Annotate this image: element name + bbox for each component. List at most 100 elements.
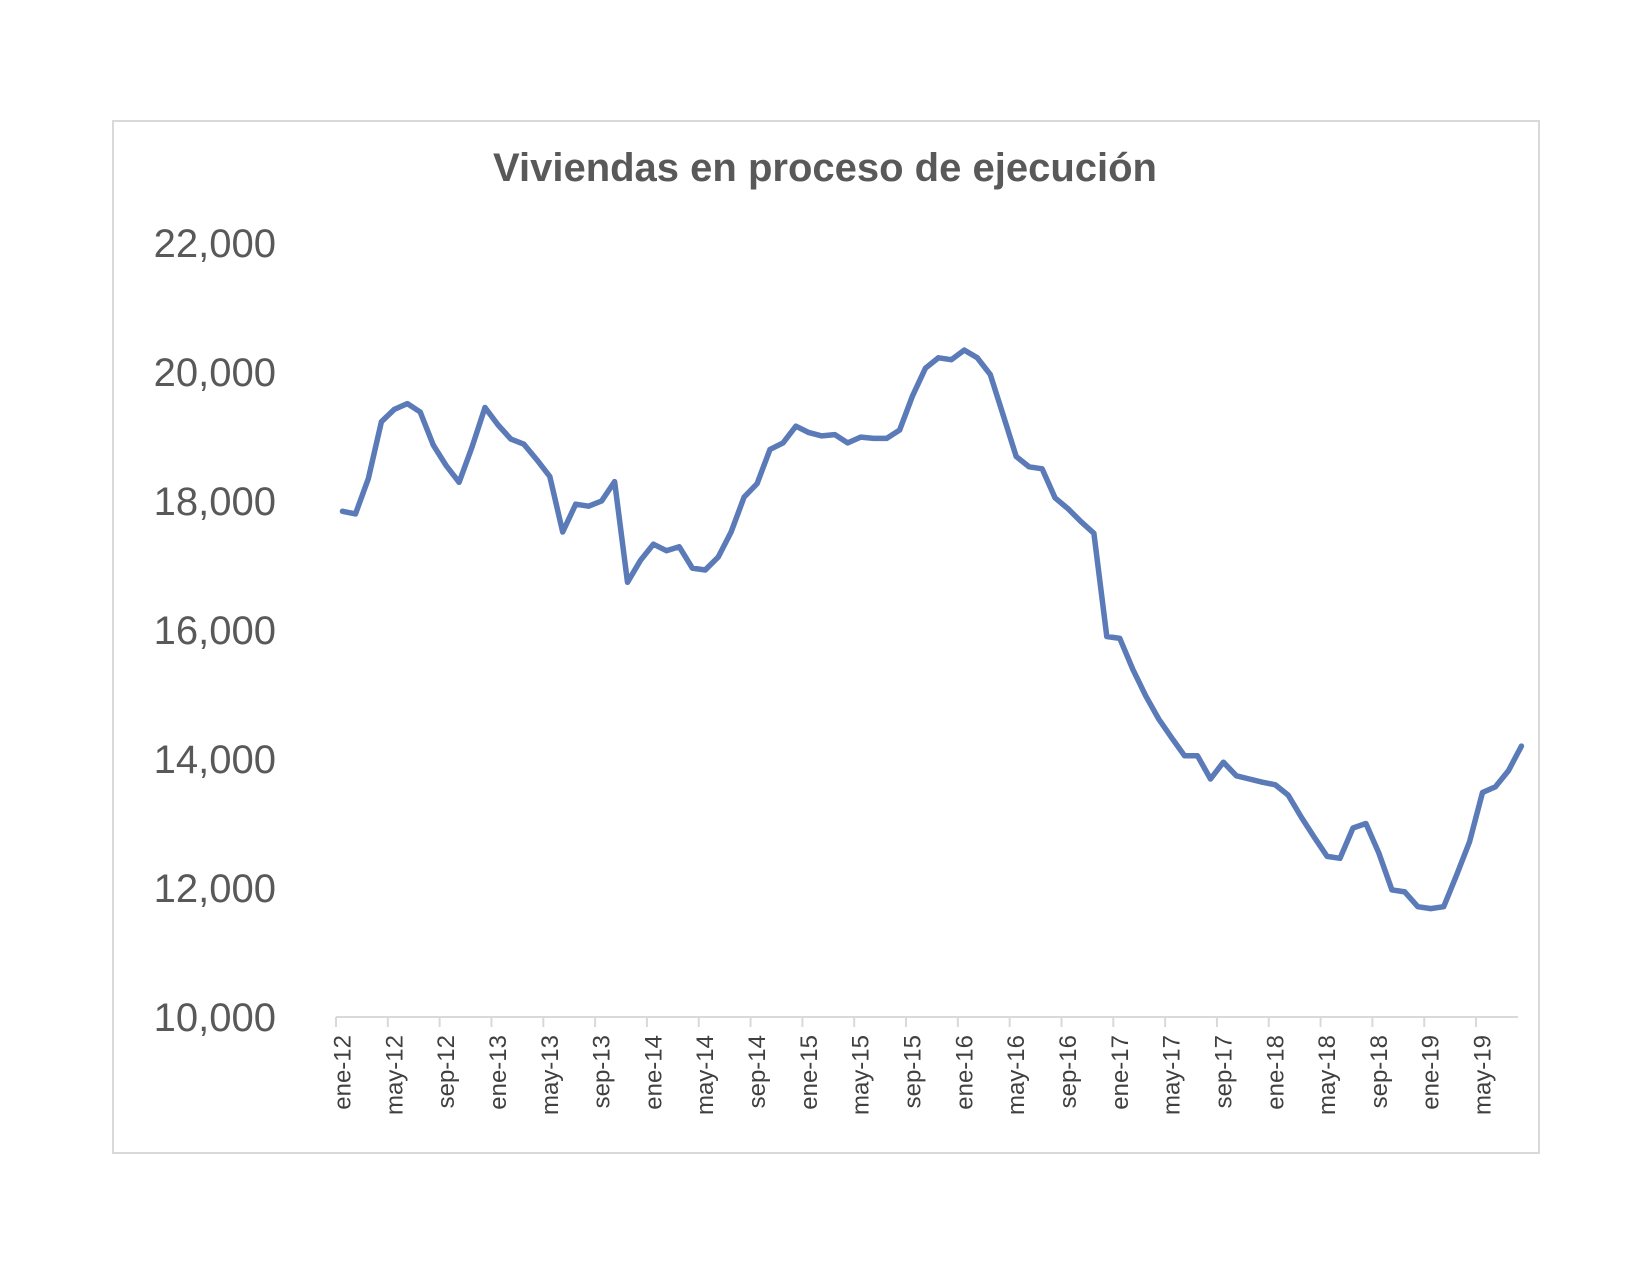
x-tick-label: may-16 [1003, 1035, 1030, 1115]
data-point [1518, 743, 1524, 749]
data-point [1441, 904, 1447, 910]
data-point [767, 446, 773, 452]
y-axis-labels: 10,000 12,000 14,000 16,000 18,000 20,000 22,0… [154, 222, 276, 1040]
data-point [1480, 790, 1485, 795]
x-tick-label: ene-14 [640, 1035, 667, 1110]
data-point [573, 501, 579, 507]
data-point [819, 433, 825, 439]
x-tick-label: may-14 [692, 1035, 719, 1115]
x-axis-labels: ene-12 may-12 sep-12 ene-13 may-13 sep-13 ene-… [330, 1035, 1497, 1115]
data-point [560, 529, 566, 535]
data-point [586, 503, 592, 509]
data-point [1493, 784, 1498, 790]
x-tick-label: ene-19 [1418, 1035, 1445, 1110]
data-point [897, 427, 903, 433]
data-point [1169, 735, 1175, 741]
data-point [495, 422, 501, 428]
data-point [1013, 454, 1019, 459]
data-point [482, 405, 488, 410]
data-point [1220, 759, 1226, 765]
data-point [689, 565, 695, 571]
data-point [780, 440, 786, 446]
data-point [1078, 519, 1084, 525]
x-tick-label: may-17 [1159, 1035, 1186, 1115]
data-point [1233, 773, 1239, 779]
data-point [1143, 693, 1149, 699]
data-point [378, 419, 384, 425]
data-point [1311, 834, 1317, 840]
data-point [1156, 716, 1162, 722]
data-point [845, 440, 851, 446]
data-point [1454, 872, 1460, 878]
data-point [923, 365, 928, 371]
data-point [547, 474, 553, 479]
data-point [391, 406, 397, 412]
x-tick-label: may-18 [1314, 1035, 1341, 1115]
x-axis [335, 1016, 1518, 1027]
data-point [1376, 850, 1382, 856]
data-point [1052, 495, 1058, 501]
x-tick-label: may-12 [381, 1035, 408, 1115]
data-point [469, 444, 475, 450]
data-point [1039, 466, 1045, 472]
data-point [417, 409, 423, 415]
data-point [625, 579, 630, 585]
data-point [1467, 839, 1473, 845]
data-point [1285, 792, 1291, 798]
data-point [521, 441, 527, 447]
x-tick-label: ene-16 [951, 1035, 978, 1110]
data-point [365, 475, 371, 481]
data-point [534, 457, 540, 463]
data-point [793, 423, 799, 429]
data-point [884, 435, 890, 441]
data-point [663, 548, 669, 554]
data-point [806, 430, 812, 436]
data-point [1428, 906, 1434, 912]
data-point [741, 494, 747, 500]
data-point [1389, 887, 1395, 893]
data-point [1402, 889, 1408, 895]
data-point [650, 541, 656, 547]
y-tick-label: 22,000 [154, 222, 276, 266]
data-point [1065, 506, 1071, 512]
y-tick-label: 18,000 [154, 480, 276, 524]
x-tick-label: sep-15 [900, 1035, 927, 1108]
data-point [858, 434, 864, 440]
data-point [1350, 825, 1356, 831]
data-point [961, 347, 967, 353]
x-tick-label: may-13 [537, 1035, 564, 1115]
x-tick-label: sep-14 [744, 1035, 771, 1108]
data-point [340, 508, 345, 514]
data-point [599, 498, 605, 504]
data-point [1208, 776, 1213, 782]
data-point [728, 529, 734, 535]
x-tick-label: ene-13 [485, 1035, 512, 1110]
data-point [1506, 768, 1511, 774]
data-point [1091, 530, 1097, 536]
x-tick-label: sep-16 [1055, 1035, 1082, 1108]
data-point [1000, 412, 1006, 418]
data-point [910, 393, 915, 399]
x-tick-label: may-15 [848, 1035, 875, 1115]
data-point [1324, 853, 1330, 859]
data-point [1259, 779, 1265, 785]
data-point [1130, 666, 1136, 672]
x-tick-label: ene-12 [330, 1035, 357, 1110]
series-layer [339, 347, 1525, 912]
data-point [1246, 776, 1252, 782]
data-point [948, 357, 954, 363]
x-tick-label: ene-18 [1262, 1035, 1289, 1110]
data-point [1104, 634, 1110, 639]
y-tick-label: 10,000 [154, 996, 276, 1040]
data-point [987, 372, 993, 378]
data-point [1298, 814, 1304, 820]
y-tick-label: 16,000 [154, 609, 276, 653]
x-tick-label: may-19 [1470, 1035, 1497, 1115]
data-point [1415, 904, 1421, 910]
data-point [676, 544, 682, 550]
y-tick-label: 12,000 [154, 867, 276, 911]
data-point [443, 463, 449, 468]
data-point [638, 557, 643, 563]
data-point [1182, 753, 1188, 759]
